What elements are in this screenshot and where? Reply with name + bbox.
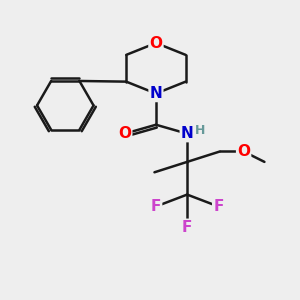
Text: N: N — [150, 86, 162, 101]
Text: O: O — [149, 35, 162, 50]
Text: O: O — [118, 126, 131, 141]
Text: N: N — [181, 126, 194, 141]
Text: F: F — [182, 220, 192, 235]
Text: F: F — [151, 199, 161, 214]
Text: O: O — [237, 144, 250, 159]
Text: H: H — [194, 124, 205, 137]
Text: F: F — [213, 199, 224, 214]
